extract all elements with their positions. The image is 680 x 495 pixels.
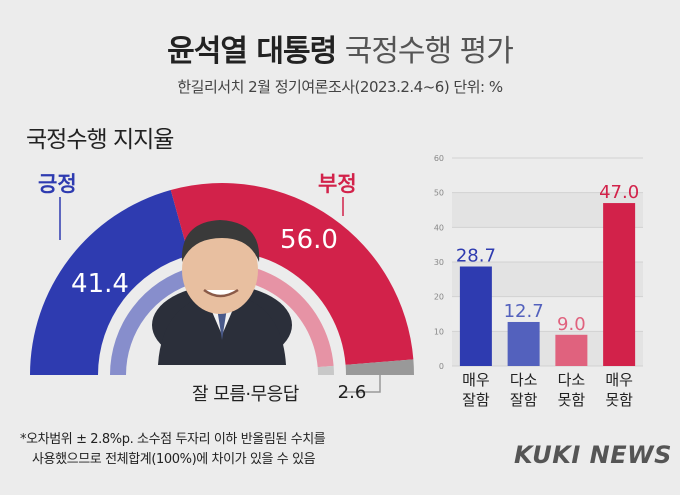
- value-label-positive: 41.4: [71, 269, 129, 299]
- bar: [507, 321, 540, 366]
- title-light: 국정수행 평가: [344, 34, 514, 69]
- category-label: 잘함: [462, 391, 490, 409]
- slice-dont-know: [345, 359, 414, 375]
- category-label: 다소: [558, 371, 586, 389]
- bar: [555, 334, 588, 366]
- category-label: 매우: [605, 371, 633, 389]
- title-bold: 윤석열 대통령: [167, 34, 337, 69]
- category-label: 못함: [558, 391, 586, 409]
- label-negative: 부정: [318, 172, 357, 196]
- y-tick-label: 50: [434, 189, 444, 198]
- bar: [459, 266, 492, 366]
- slice-positive: [30, 189, 189, 375]
- bar-value-label: 12.7: [504, 301, 544, 322]
- label-positive: 긍정: [38, 172, 77, 196]
- leader-line-dont-know: [343, 375, 381, 393]
- bar-value-label: 9.0: [557, 314, 586, 335]
- bar-y-ticks: 0 10 20 30 40 50 60: [434, 154, 444, 371]
- y-tick-label: 40: [434, 223, 444, 232]
- bar-value-label: 28.7: [456, 246, 496, 267]
- y-tick-label: 30: [434, 258, 444, 267]
- footnote-line-2: 사용했으므로 전체합계(100%)에 차이가 있을 수 있음: [32, 452, 316, 467]
- y-tick-label: 10: [434, 327, 444, 336]
- section-title: 국정수행 지지율: [26, 127, 174, 153]
- portrait-photo: [152, 220, 292, 365]
- page-title: 윤석열 대통령 국정수행 평가: [0, 26, 680, 70]
- value-label-dont-know: 2.6: [338, 382, 367, 403]
- category-label: 매우: [462, 371, 490, 389]
- value-label-negative: 56.0: [280, 225, 338, 255]
- category-label: 잘함: [510, 391, 538, 409]
- bar: [603, 203, 636, 366]
- footnote: *오차범위 ± 2.8%p. 소수점 두자리 이하 반올림된 수치를 사용했으므…: [20, 430, 326, 470]
- category-label: 다소: [510, 371, 538, 389]
- bar-value-label: 47.0: [599, 182, 639, 203]
- y-tick-label: 60: [434, 154, 444, 163]
- y-tick-label: 0: [439, 362, 444, 371]
- label-dont-know: 잘 모름·무응답: [192, 384, 299, 405]
- inner-ring-dont-know: [317, 365, 334, 375]
- category-label: 못함: [605, 391, 633, 409]
- footnote-line-1: *오차범위 ± 2.8%p. 소수점 두자리 이하 반올림된 수치를: [20, 432, 326, 447]
- subtitle: 한길리서치 2월 정기여론조사(2023.2.4~6) 단위: %: [177, 78, 503, 96]
- kuki-news-logo: KUKI NEWS: [514, 441, 672, 469]
- y-tick-label: 20: [434, 293, 444, 302]
